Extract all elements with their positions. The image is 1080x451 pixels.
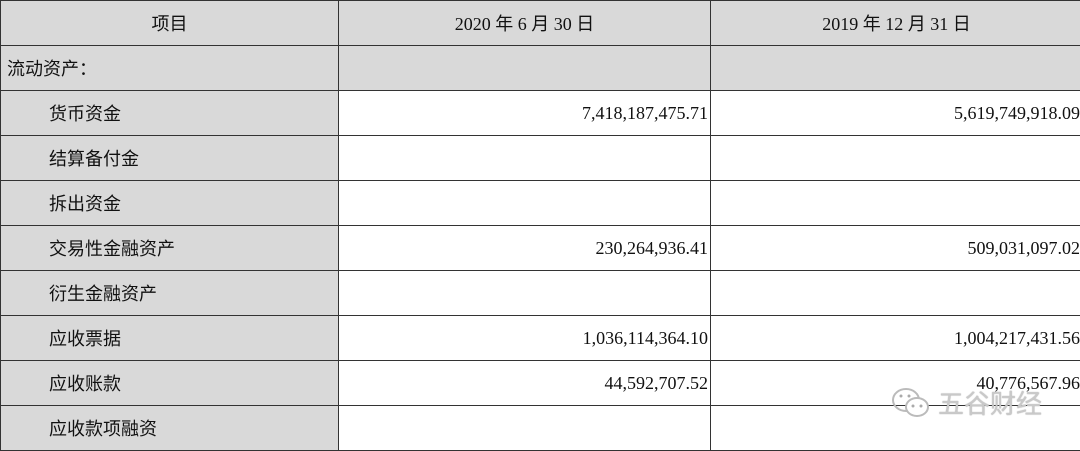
row-label: 货币资金 xyxy=(0,90,339,136)
table-row: 交易性金融资产 230,264,936.41 509,031,097.02 xyxy=(0,225,1080,271)
value-2020 xyxy=(338,135,711,181)
table-row: 衍生金融资产 xyxy=(0,270,1080,316)
table-row: 拆出资金 xyxy=(0,180,1080,226)
row-label: 应收账款 xyxy=(0,360,339,406)
value-2019 xyxy=(710,45,1080,91)
value-2020 xyxy=(338,180,711,226)
value-2019: 509,031,097.02 xyxy=(710,225,1080,271)
row-label: 拆出资金 xyxy=(0,180,339,226)
row-label: 流动资产： xyxy=(0,45,339,91)
table-row: 应收票据 1,036,114,364.10 1,004,217,431.56 xyxy=(0,315,1080,361)
row-label: 结算备付金 xyxy=(0,135,339,181)
row-label: 应收票据 xyxy=(0,315,339,361)
value-2020 xyxy=(338,405,711,451)
value-2019: 1,004,217,431.56 xyxy=(710,315,1080,361)
table-header-row: 项目 2020 年 6 月 30 日 2019 年 12 月 31 日 xyxy=(0,0,1080,46)
table-row: 结算备付金 xyxy=(0,135,1080,181)
table-row: 流动资产： xyxy=(0,45,1080,91)
value-2019: 40,776,567.96 xyxy=(710,360,1080,406)
value-2019 xyxy=(710,270,1080,316)
value-2020: 230,264,936.41 xyxy=(338,225,711,271)
header-2020: 2020 年 6 月 30 日 xyxy=(338,0,711,46)
table-row: 应收款项融资 xyxy=(0,405,1080,451)
header-2019: 2019 年 12 月 31 日 xyxy=(710,0,1080,46)
row-label: 应收款项融资 xyxy=(0,405,339,451)
value-2020: 44,592,707.52 xyxy=(338,360,711,406)
value-2020: 1,036,114,364.10 xyxy=(338,315,711,361)
watermark: 五谷财经 xyxy=(890,384,1042,421)
value-2020: 7,418,187,475.71 xyxy=(338,90,711,136)
header-item: 项目 xyxy=(0,0,339,46)
value-2019 xyxy=(710,135,1080,181)
row-label: 交易性金融资产 xyxy=(0,225,339,271)
value-2020 xyxy=(338,45,711,91)
value-2019: 5,619,749,918.09 xyxy=(710,90,1080,136)
table-row: 货币资金 7,418,187,475.71 5,619,749,918.09 xyxy=(0,90,1080,136)
wechat-icon xyxy=(892,387,929,417)
watermark-text: 五谷财经 xyxy=(938,390,1043,420)
value-2019 xyxy=(710,180,1080,226)
value-2020 xyxy=(338,270,711,316)
table-row: 应收账款 44,592,707.52 40,776,567.96 xyxy=(0,360,1080,406)
row-label: 衍生金融资产 xyxy=(0,270,339,316)
